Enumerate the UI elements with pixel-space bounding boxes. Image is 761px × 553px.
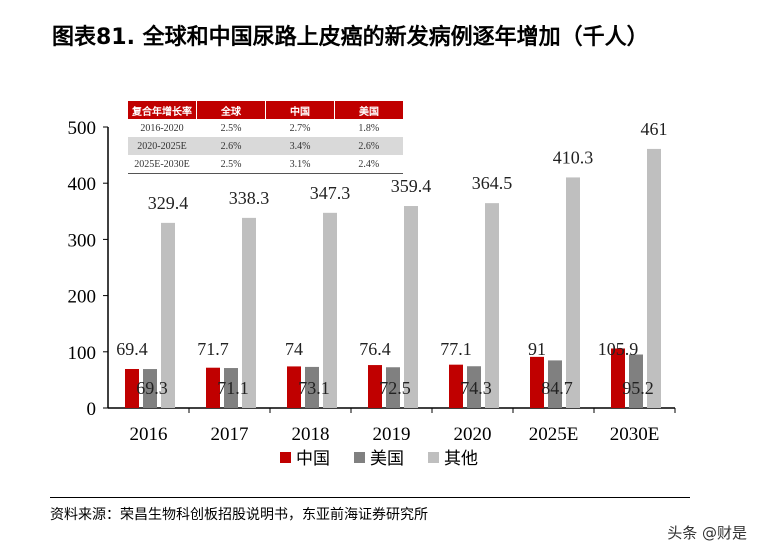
table-header-cell: 全球 [196, 101, 266, 119]
data-label: 72.5 [379, 378, 411, 398]
x-tick-label: 2030E [610, 424, 660, 445]
bar-其他 [323, 212, 337, 408]
bar-chart: 0 100 200 300 400 500 2016 69.4 69.3 329.4 2017 71.… [68, 118, 676, 469]
data-label: 84.7 [541, 378, 573, 398]
watermark: 头条 @财是 [667, 524, 747, 542]
table-cell: 2.7% [289, 122, 311, 134]
legend-swatch [428, 452, 439, 463]
bar-其他 [242, 217, 256, 408]
y-tick-label: 100 [68, 343, 97, 364]
table-cell: 2.5% [220, 122, 242, 134]
data-label: 364.5 [472, 173, 513, 193]
table-cell: 1.8% [358, 122, 380, 134]
y-tick-label: 200 [68, 287, 97, 308]
bar-中国 [530, 356, 544, 408]
x-tick-label: 2020 [454, 424, 492, 445]
table-cell: 3.4% [265, 137, 335, 155]
data-label: 461 [641, 119, 668, 139]
cagr-table: 复合年增长率 全球 中国 美国 2016-2020 2.5% 2.7% 1.8% 2020-2… [127, 101, 403, 174]
bar-美国 [386, 367, 400, 408]
y-tick-label: 500 [68, 118, 97, 139]
data-label: 69.4 [116, 339, 148, 359]
x-tick-label: 2019 [373, 424, 411, 445]
table-cell: 2.6% [334, 137, 403, 155]
data-label: 329.4 [148, 193, 189, 213]
data-label: 73.1 [298, 378, 330, 398]
table-header-cell: 复合年增长率 [127, 101, 197, 119]
source-note: 资料来源：荣昌生物科创板招股说明书，东亚前海证券研究所 [50, 497, 690, 524]
legend-label: 其他 [444, 449, 478, 469]
data-label: 338.3 [229, 188, 270, 208]
bar-美国 [305, 366, 319, 408]
data-label: 347.3 [310, 183, 351, 203]
table-row: 2025E-2030E 2.5% 3.1% 2.4% [127, 155, 403, 174]
table-header-row: 复合年增长率 全球 中国 美国 [127, 101, 403, 119]
data-label: 74 [285, 339, 303, 359]
table-header-cell: 美国 [334, 101, 403, 119]
data-label: 410.3 [553, 147, 594, 167]
bar-其他 [647, 148, 661, 408]
bar-美国 [548, 360, 562, 408]
bar-美国 [629, 354, 643, 408]
bar-美国 [143, 369, 157, 408]
x-tick-label: 2018 [292, 424, 330, 445]
bar-其他 [566, 177, 580, 408]
table-row: 2020-2025E 2.6% 3.4% 2.6% [127, 137, 403, 155]
table-cell: 2.4% [334, 155, 403, 174]
data-label: 76.4 [359, 339, 391, 359]
data-label: 71.1 [217, 378, 249, 398]
bar-美国 [467, 366, 481, 408]
bar-中国 [287, 366, 301, 408]
data-label: 69.3 [136, 378, 168, 398]
data-label: 359.4 [391, 176, 432, 196]
data-label: 95.2 [622, 378, 654, 398]
table-row: 2016-2020 2.5% 2.7% 1.8% [128, 119, 404, 137]
bar-中国 [125, 368, 139, 408]
legend-label: 中国 [296, 449, 330, 469]
bar-中国 [368, 365, 382, 408]
y-tick-label: 400 [68, 174, 97, 195]
table-cell: 3.1% [265, 155, 335, 174]
data-label: 91 [528, 339, 546, 359]
table-header-cell: 中国 [265, 101, 335, 119]
table-cell: 2025E-2030E [127, 155, 197, 174]
bar-其他 [404, 206, 418, 408]
legend-swatch [280, 452, 291, 463]
table-cell: 2016-2020 [140, 122, 184, 134]
y-tick-label: 0 [87, 399, 97, 420]
data-label: 74.3 [460, 378, 492, 398]
x-tick-label: 2016 [130, 424, 168, 445]
y-tick-label: 300 [68, 230, 97, 251]
bar-其他 [485, 203, 499, 408]
data-label: 71.7 [197, 339, 229, 359]
table-cell: 2020-2025E [127, 137, 197, 155]
data-label: 105.9 [598, 339, 639, 359]
bar-中国 [611, 348, 625, 408]
bar-中国 [449, 364, 463, 408]
bar-其他 [161, 222, 175, 408]
x-tick-label: 2017 [211, 424, 249, 445]
table-cell: 2.5% [196, 155, 266, 174]
legend-swatch [354, 452, 365, 463]
bar-美国 [224, 368, 238, 408]
bar-中国 [206, 367, 220, 408]
legend-label: 美国 [370, 449, 404, 469]
table-cell: 2.6% [196, 137, 266, 155]
x-tick-label: 2025E [529, 424, 579, 445]
chart-title: 图表81. 全球和中国尿路上皮癌的新发病例逐年增加（千人） [52, 25, 649, 50]
data-label: 77.1 [440, 339, 472, 359]
